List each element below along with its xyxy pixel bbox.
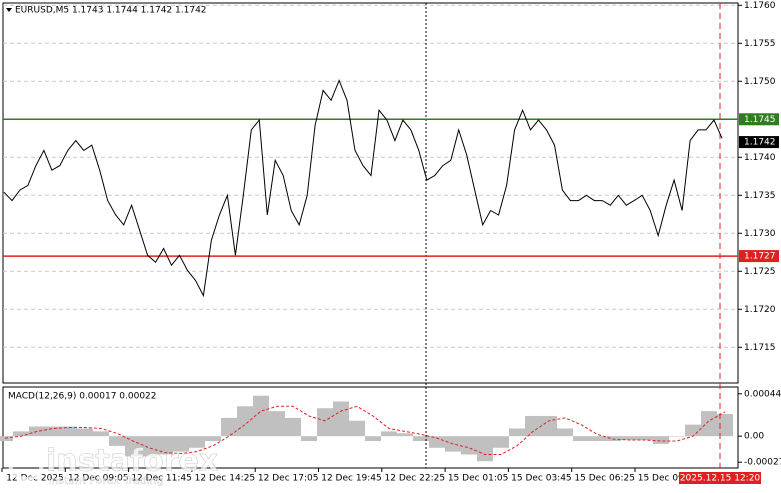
macd-bar (397, 433, 413, 437)
macd-bar (333, 401, 349, 437)
signal-line (4, 405, 726, 455)
macd-bar (717, 414, 733, 437)
y-tick-label: 1.1755 (744, 39, 776, 49)
x-tick-label: 15 Dec 03:45 (511, 474, 572, 484)
macd-bar (701, 411, 717, 437)
macd-bar (685, 424, 701, 437)
cursor-label: 2025.12.15 12:20 (680, 474, 761, 484)
macd-bar (141, 436, 157, 457)
current-price-box (739, 136, 779, 149)
y-tick-label: -0.00027 (744, 458, 781, 468)
macd-bar (253, 395, 269, 437)
level-label: 1.1745 (744, 115, 776, 125)
macd-bar (61, 426, 77, 437)
macd-bar (381, 431, 397, 437)
price-line (3, 79, 723, 298)
x-tick-label: 12 Dec 19:45 (321, 474, 382, 484)
macd-bar (109, 436, 125, 446)
macd-bar (477, 436, 493, 462)
current-price-label: 1.1742 (744, 138, 776, 148)
y-tick-label: 1.1730 (744, 229, 776, 239)
macd-bar (77, 428, 93, 437)
macd-bar (189, 436, 205, 448)
macd-bar (669, 436, 685, 437)
watermark-logo (8, 445, 44, 481)
x-tick-label: 12 Dec 17:05 (258, 474, 319, 484)
macd-bar (525, 415, 541, 437)
macd-bar (301, 436, 317, 442)
macd-bar (0, 436, 13, 442)
x-tick-label: 12 Dec 09:05 (68, 474, 129, 484)
watermark-subtext: Instant Forex Trading (48, 474, 164, 487)
y-tick-label: 0.00044 (744, 389, 781, 399)
price-panel (2, 2, 739, 384)
x-tick-label: 12 Dec 14:25 (195, 474, 256, 484)
macd-bar (589, 436, 605, 442)
level-label-box (739, 113, 779, 126)
macd-bar (317, 408, 333, 437)
macd-bar (621, 436, 637, 441)
y-tick-label: 1.1740 (744, 153, 776, 163)
y-tick-label: 1.1720 (744, 305, 776, 315)
macd-bar (13, 431, 29, 437)
macd-bar (493, 436, 509, 448)
x-tick-label: 12 Dec 11:45 (131, 474, 192, 484)
y-tick-label: 0.00 (744, 432, 764, 442)
x-tick-label: 15 Dec 01:05 (448, 474, 509, 484)
macd-title: MACD(12,26,9) 0.00017 0.00022 (8, 392, 157, 402)
macd-bar (205, 436, 221, 442)
level-label: 1.1727 (744, 252, 776, 262)
macd-bar (573, 436, 589, 442)
menu-arrow (6, 8, 12, 12)
macd-bar (461, 436, 477, 455)
macd-bar (509, 428, 525, 437)
x-tick-label: 15 Dec 06:25 (574, 474, 635, 484)
macd-bar (93, 431, 109, 437)
macd-bar (237, 406, 253, 437)
macd-bar (125, 436, 141, 457)
y-tick-label: 1.1750 (744, 77, 776, 87)
macd-bar (285, 417, 301, 437)
macd-bar (413, 436, 429, 442)
y-tick-label: 1.1725 (744, 267, 776, 277)
y-tick-label: 1.1715 (744, 343, 776, 353)
macd-bar (653, 436, 669, 444)
watermark-text: instaforex (46, 444, 218, 479)
y-tick-label: 1.1760 (744, 1, 776, 11)
macd-bar (429, 436, 445, 448)
x-tick-label: 15 Dec 09:05 (638, 474, 699, 484)
level-label-box (739, 250, 779, 263)
macd-bar (349, 420, 365, 437)
chart-title: EURUSD,M5 1.1743 1.1744 1.1742 1.1742 (15, 6, 207, 16)
macd-bar (45, 426, 61, 437)
macd-bar (173, 436, 189, 452)
x-tick-label: 12 Dec 22:25 (385, 474, 446, 484)
macd-bar (637, 436, 653, 441)
cursor-label-box (679, 472, 761, 484)
macd-bar (157, 436, 173, 455)
macd-bar (541, 415, 557, 437)
macd-bar (269, 411, 285, 437)
macd-bar (221, 417, 237, 437)
macd-bar (557, 428, 573, 437)
macd-bar (365, 436, 381, 442)
y-tick-label: 1.1735 (744, 191, 776, 201)
